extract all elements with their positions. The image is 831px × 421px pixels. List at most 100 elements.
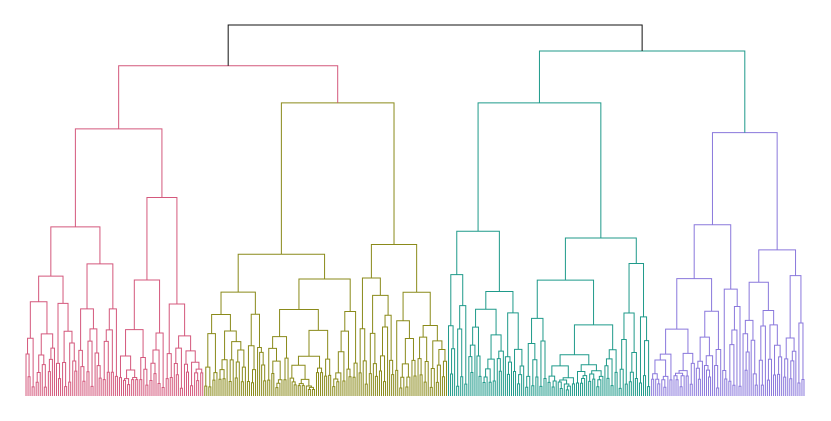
cluster-1-link [261,364,266,396]
cluster-1-link [213,372,218,396]
cluster-1-link [300,378,310,387]
cluster-2-link [644,340,650,387]
cluster-1-link [335,372,342,396]
cluster-0-link [124,378,130,385]
cluster-3-link [790,360,795,396]
cluster-0-link [58,378,62,396]
cluster-1-link [435,381,439,396]
cluster-1-link [237,253,326,293]
cluster-3-link [659,353,672,380]
cluster-0-link [40,333,54,355]
cluster-0-link [38,354,45,373]
cluster-2-link [610,385,614,396]
cluster-1-link [276,382,281,396]
cluster-2-link [559,379,568,384]
cluster-1-link [320,372,324,396]
cluster-3-link [789,378,793,396]
cluster-2-link [596,386,600,396]
cluster-2-link [598,375,604,396]
cluster-2-link [591,370,602,377]
cluster-1-link [400,376,405,396]
cluster-3-link [750,339,756,396]
cluster-1-link [344,310,357,364]
cluster-1-link [311,389,315,396]
cluster-2-link [525,386,529,396]
cluster-1-link [259,351,264,396]
cluster-2-link [559,354,590,366]
cluster-3-link [745,351,750,396]
cluster-2-link [532,359,538,386]
cluster-2-link [450,274,464,326]
cluster-2-link [482,381,486,396]
cluster-1-link [399,387,403,396]
cluster-1-link [404,337,414,364]
cluster-0-link [155,332,164,388]
cluster-1-link [224,330,237,360]
cluster-1-link [430,368,435,396]
cluster-2-link [517,383,521,396]
root-link [227,24,643,66]
cluster-2-link [551,386,555,396]
cluster-3-link [752,373,757,396]
cluster-1-link [289,377,295,396]
cluster-2-link [478,375,482,396]
cluster-2-link [506,373,510,396]
cluster-1-link [305,385,312,396]
cluster-2-link [483,376,488,396]
cluster-0-link [110,371,114,396]
cluster-1-link [277,379,283,396]
cluster-1-link [369,332,376,374]
cluster-1-link [263,380,267,396]
cluster-1-link [205,366,211,387]
cluster-3-link [679,386,683,396]
cluster-3-link [676,278,713,330]
cluster-0-link [55,362,61,396]
cluster-0-link [74,370,78,396]
cluster-0-link [152,349,160,384]
cluster-1-link [307,389,311,396]
cluster-3-link [773,374,777,396]
cluster-1-link [352,376,356,396]
cluster-2-link [634,377,638,396]
cluster-1-link [250,382,255,396]
cluster-3-link [651,378,655,396]
cluster-0-link [135,379,139,396]
cluster-1-link [250,313,260,348]
cluster-1-link [362,360,367,396]
cluster-1-link [328,374,332,396]
cluster-0-link [90,385,94,396]
cluster-1-link [438,349,446,366]
cluster-2-link [526,375,531,396]
cluster-1-link [417,358,422,396]
cluster-1-link [298,383,304,386]
cluster-1-link [267,379,271,396]
cluster-1-link [297,385,301,396]
top-level-links [118,24,746,133]
cluster-3-link [715,349,722,396]
cluster-0-link [27,337,34,387]
cluster-1-link [301,385,305,396]
cluster-2-link [623,312,635,353]
cluster-3-link [669,379,673,396]
cluster-0-link [50,347,55,396]
cluster-0-link [195,368,203,373]
cluster-2-link [487,358,495,382]
cluster-0-link [27,376,31,396]
cluster-3-link [689,383,693,396]
cluster-2-link [496,358,501,396]
cluster-0-link [132,377,138,380]
cluster-1-link [308,386,314,390]
cluster-2-link [527,343,536,377]
cluster-1-link [308,329,329,360]
cluster-2-link [548,375,556,383]
cluster-1-link [272,360,281,380]
cluster-0-link [146,196,178,304]
cluster-2-link [498,350,504,396]
cluster-1-link [293,384,297,396]
cluster-2-link [456,385,460,396]
cluster-0-link [131,379,135,396]
cluster-0-link [105,329,113,373]
cluster-1-link [246,381,250,396]
cluster-2-link [564,237,637,281]
